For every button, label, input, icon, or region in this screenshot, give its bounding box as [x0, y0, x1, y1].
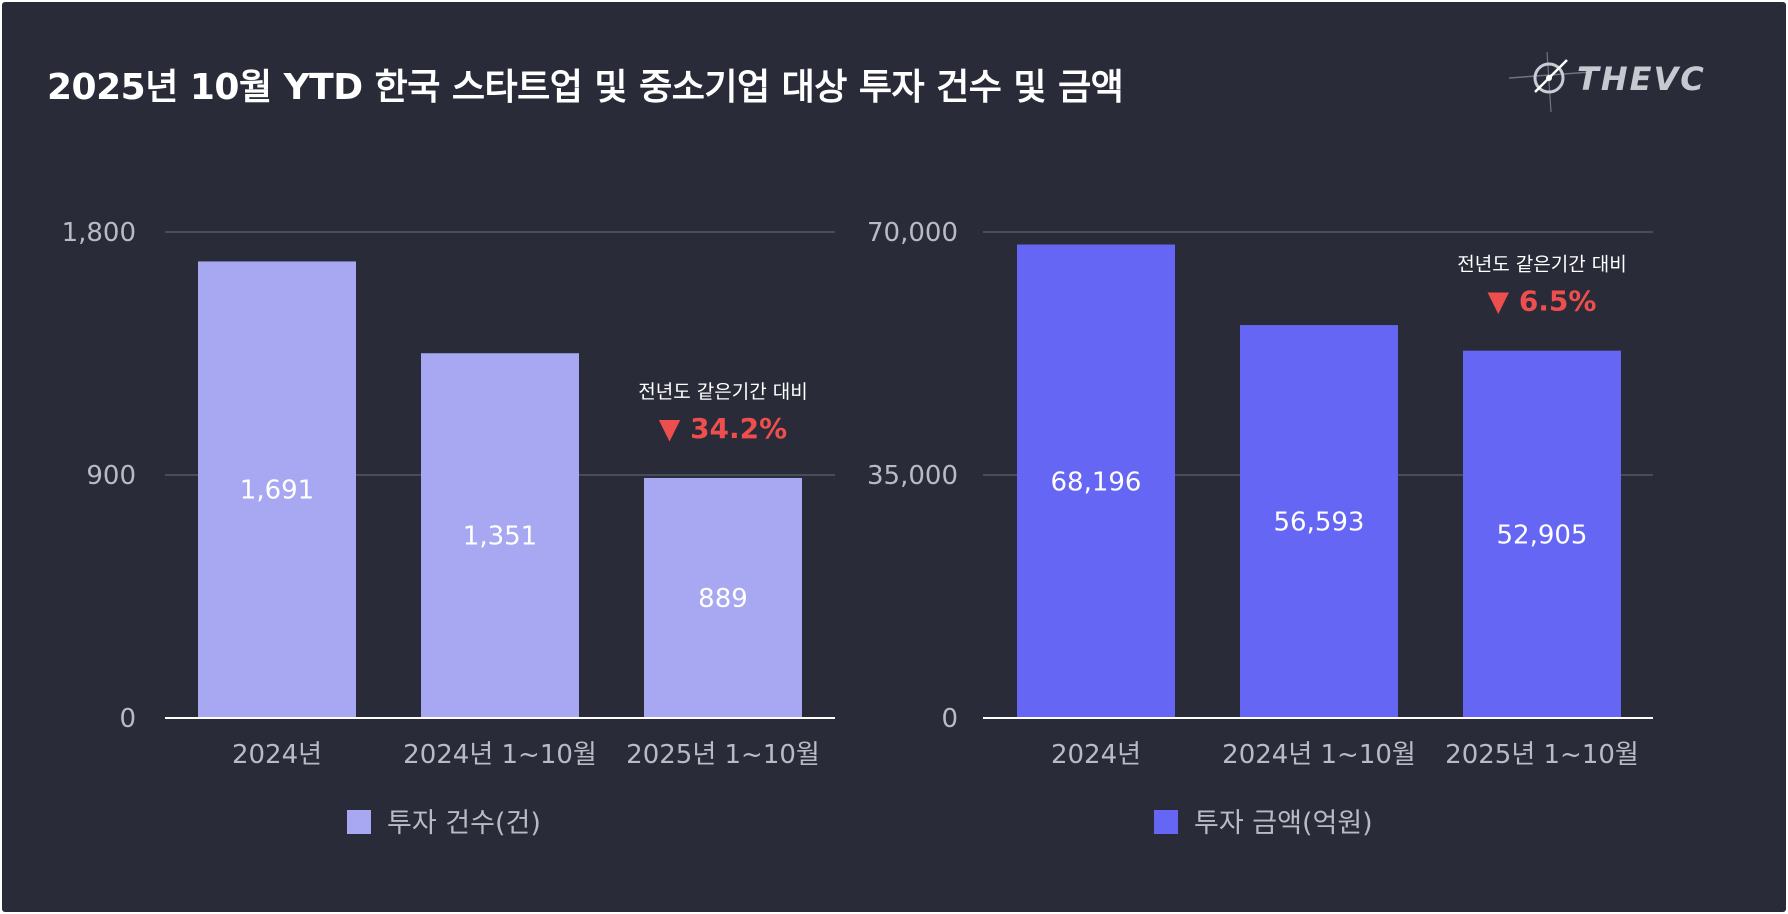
bar [1017, 244, 1175, 719]
y-tick-label: 70,000 [867, 218, 958, 248]
bar [644, 477, 802, 718]
legend: 투자 금액(억원) [1154, 808, 1373, 839]
legend-label: 투자 금액(억원) [1194, 808, 1373, 839]
decline-arrow-icon: ▼ [1488, 285, 1519, 318]
bar [1240, 325, 1398, 718]
legend: 투자 건수(건) [347, 808, 541, 839]
bar-value-label: 889 [698, 584, 748, 614]
y-tick-label: 0 [119, 704, 136, 734]
bar-value-label: 56,593 [1274, 508, 1365, 538]
y-tick-label: 0 [941, 704, 958, 734]
bar-value-label: 68,196 [1051, 467, 1142, 497]
decline-arrow-icon: ▼ [659, 412, 690, 445]
investment-amount-chart: 0 35,000 70,000 68,196 2024년 56,593 2024년 1~10… [867, 218, 1653, 839]
bar [421, 353, 579, 718]
bar-value-label: 1,691 [240, 476, 314, 506]
y-tick-label: 1,800 [62, 218, 136, 248]
legend-swatch [1154, 810, 1178, 834]
annotation-change: ▼ 34.2% [659, 412, 787, 445]
x-category-label: 2025년 1~10월 [1445, 740, 1639, 770]
x-category-label: 2024년 [232, 740, 322, 770]
legend-label: 투자 건수(건) [387, 808, 541, 839]
annotation-percent: 34.2% [690, 412, 787, 445]
annotation-text: 전년도 같은기간 대비 [638, 381, 807, 403]
x-category-label: 2024년 1~10월 [1222, 740, 1416, 770]
x-category-label: 2025년 1~10월 [626, 740, 820, 770]
investment-count-chart: 0 900 1,800 1,691 2024년 1,351 2024년 1~10월 889 20… [62, 218, 835, 839]
logo-wordmark: THEVC [1577, 60, 1706, 98]
thevc-logo: THEVC [1508, 51, 1706, 113]
bar [1463, 350, 1621, 718]
legend-swatch [347, 810, 371, 834]
page-title: 2025년 10월 YTD 한국 스타트업 및 중소기업 대상 투자 건수 및 … [47, 67, 1124, 108]
bar [198, 261, 356, 718]
annotation-text: 전년도 같은기간 대비 [1457, 254, 1626, 276]
annotation-change: ▼ 6.5% [1488, 285, 1597, 318]
x-category-label: 2024년 1~10월 [403, 740, 597, 770]
annotation-percent: 6.5% [1519, 285, 1597, 318]
x-category-label: 2024년 [1051, 740, 1141, 770]
logo-emblem-icon [1508, 51, 1592, 113]
bar-value-label: 52,905 [1497, 520, 1588, 550]
y-tick-label: 35,000 [867, 461, 958, 491]
y-tick-label: 900 [86, 461, 136, 491]
bar-value-label: 1,351 [463, 522, 537, 552]
